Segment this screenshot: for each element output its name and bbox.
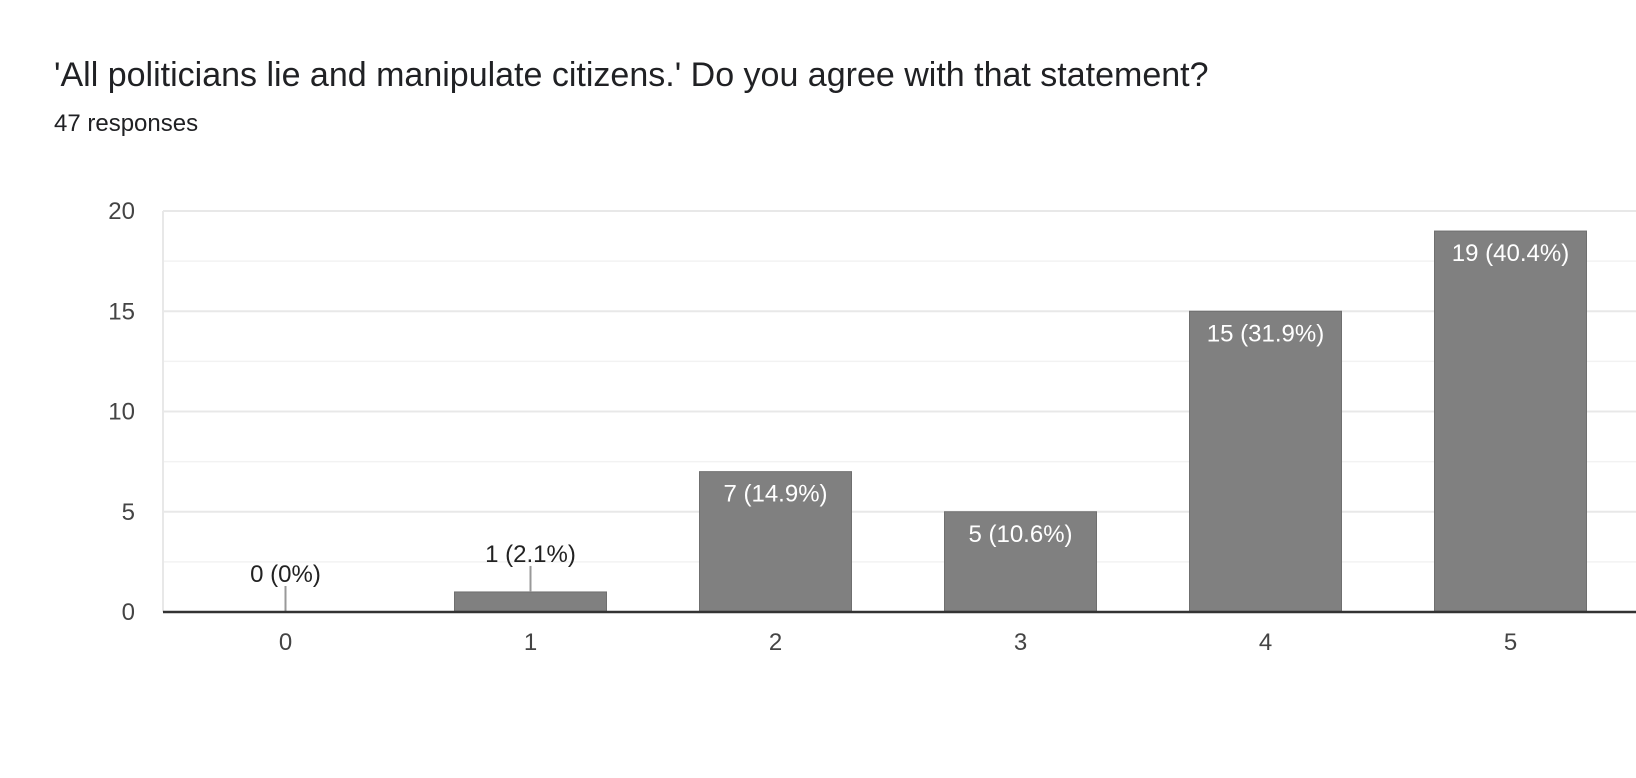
y-tick-label: 10 xyxy=(108,399,135,426)
y-tick-label: 5 xyxy=(122,499,135,526)
data-label-5: 19 (40.4%) xyxy=(1452,240,1569,267)
chart-title: 'All politicians lie and manipulate citi… xyxy=(54,56,1209,94)
x-tick-label-0: 0 xyxy=(279,629,292,656)
x-tick-label-2: 2 xyxy=(769,629,782,656)
data-label-0: 0 (0%) xyxy=(250,561,321,588)
data-label-3: 5 (10.6%) xyxy=(968,521,1072,548)
x-tick-label-3: 3 xyxy=(1014,629,1027,656)
response-count: 47 responses xyxy=(54,110,199,137)
bar-4 xyxy=(1189,310,1342,613)
x-tick-label-1: 1 xyxy=(524,629,537,656)
bar-2 xyxy=(699,471,852,613)
bar-3 xyxy=(944,511,1097,613)
data-label-1: 1 (2.1%) xyxy=(485,541,576,568)
x-tick-label-4: 4 xyxy=(1259,629,1272,656)
y-tick-label: 15 xyxy=(108,298,135,325)
data-label-4: 15 (31.9%) xyxy=(1207,320,1324,347)
bar-5 xyxy=(1434,230,1587,613)
data-label-2: 7 (14.9%) xyxy=(723,481,827,508)
y-tick-label: 0 xyxy=(122,599,135,626)
bar-1 xyxy=(454,591,607,613)
y-tick-label: 20 xyxy=(108,198,135,225)
x-tick-label-5: 5 xyxy=(1504,629,1517,656)
